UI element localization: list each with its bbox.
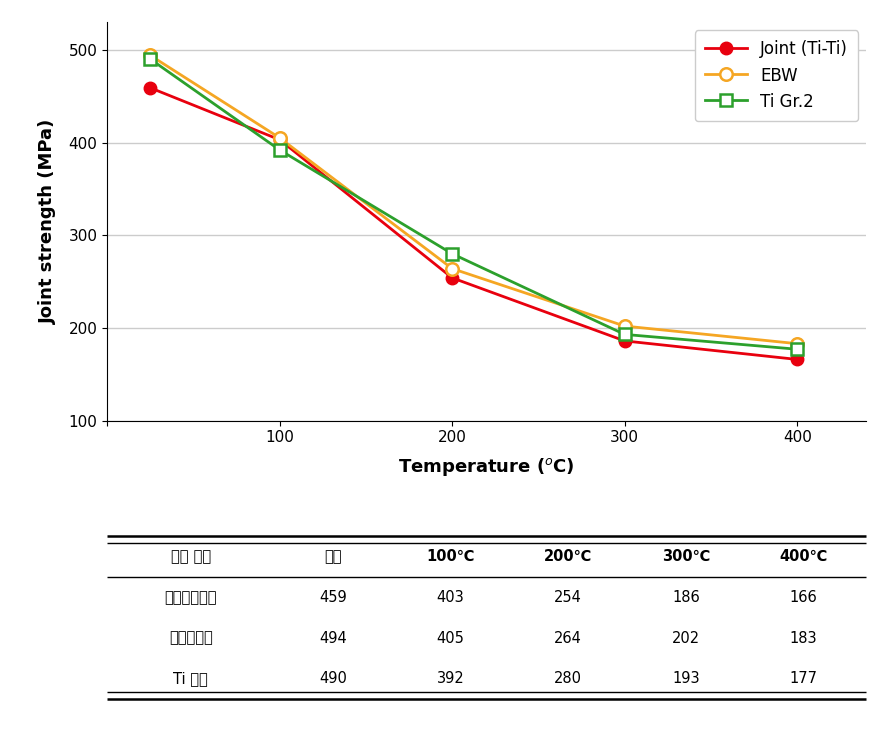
Legend: Joint (Ti-Ti), EBW, Ti Gr.2: Joint (Ti-Ti), EBW, Ti Gr.2 — [695, 30, 858, 121]
Text: 186: 186 — [672, 590, 700, 605]
Text: 183: 183 — [789, 631, 817, 646]
EBW — [145, 51, 155, 59]
Text: 202: 202 — [672, 631, 700, 646]
Text: 459: 459 — [319, 590, 346, 605]
Text: 상온: 상온 — [324, 549, 342, 564]
X-axis label: Temperature ($^{o}$C): Temperature ($^{o}$C) — [398, 457, 575, 479]
Text: 280: 280 — [555, 672, 582, 686]
Joint (Ti-Ti) — [274, 135, 285, 144]
Line: Joint (Ti-Ti): Joint (Ti-Ti) — [144, 81, 804, 366]
Text: 저온고상접합: 저온고상접합 — [164, 590, 217, 605]
Line: EBW: EBW — [144, 49, 804, 350]
EBW — [792, 339, 803, 348]
Joint (Ti-Ti) — [145, 84, 155, 92]
Text: 490: 490 — [319, 672, 346, 686]
Y-axis label: Joint strength (MPa): Joint strength (MPa) — [39, 119, 57, 324]
Text: 접합 공정: 접합 공정 — [171, 549, 211, 564]
EBW — [620, 321, 630, 330]
Text: 전자빔용접: 전자빔용접 — [169, 631, 213, 646]
Ti Gr.2 — [274, 145, 285, 154]
EBW — [274, 134, 285, 142]
Text: Ti 모재: Ti 모재 — [173, 672, 208, 686]
Joint (Ti-Ti) — [620, 336, 630, 345]
Text: 403: 403 — [437, 590, 464, 605]
Joint (Ti-Ti) — [792, 355, 803, 364]
Text: 392: 392 — [437, 672, 464, 686]
Ti Gr.2 — [792, 345, 803, 354]
Joint (Ti-Ti) — [446, 274, 457, 283]
Text: 400℃: 400℃ — [780, 549, 828, 564]
EBW — [446, 264, 457, 273]
Text: 177: 177 — [789, 672, 818, 686]
Text: 264: 264 — [555, 631, 582, 646]
Text: 494: 494 — [319, 631, 346, 646]
Text: 100℃: 100℃ — [426, 549, 475, 564]
Line: Ti Gr.2: Ti Gr.2 — [144, 53, 804, 355]
Text: 200℃: 200℃ — [544, 549, 592, 564]
Ti Gr.2 — [620, 330, 630, 339]
Text: 405: 405 — [437, 631, 464, 646]
Ti Gr.2 — [145, 55, 155, 64]
Text: 166: 166 — [789, 590, 817, 605]
Ti Gr.2 — [446, 250, 457, 258]
Text: 254: 254 — [555, 590, 582, 605]
Text: 193: 193 — [672, 672, 700, 686]
Text: 300℃: 300℃ — [662, 549, 710, 564]
